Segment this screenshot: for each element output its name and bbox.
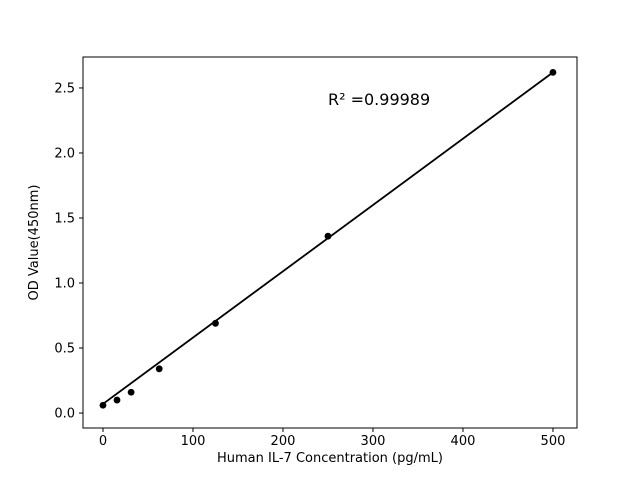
- y-tick-label: 2.0: [54, 146, 75, 161]
- plot-border: [82, 56, 578, 429]
- x-tick-label: 200: [271, 434, 296, 449]
- data-point: [324, 232, 332, 240]
- x-tick-label: 0: [99, 434, 107, 449]
- x-tick-label: 400: [451, 434, 476, 449]
- y-tick-label: 0.5: [54, 342, 75, 357]
- x-tick-label: 100: [181, 434, 206, 449]
- data-point: [212, 319, 219, 327]
- y-tick-label: 1.0: [54, 277, 75, 292]
- data-point: [99, 401, 107, 409]
- y-tick-label: 2.5: [54, 81, 75, 96]
- data-point: [549, 68, 557, 76]
- y-tick-label: 0.0: [54, 407, 75, 422]
- data-point: [113, 396, 121, 404]
- y-tick-label: 1.5: [54, 211, 75, 226]
- data-point: [155, 365, 163, 373]
- data-point: [127, 388, 135, 396]
- x-tick-label: 500: [541, 434, 566, 449]
- x-tick-label: 300: [361, 434, 386, 449]
- y-axis-label: OD Value(450nm): [27, 185, 42, 301]
- r-squared-annotation: R² =0.99989: [328, 90, 430, 109]
- x-axis-label: Human IL-7 Concentration (pg/mL): [217, 451, 443, 466]
